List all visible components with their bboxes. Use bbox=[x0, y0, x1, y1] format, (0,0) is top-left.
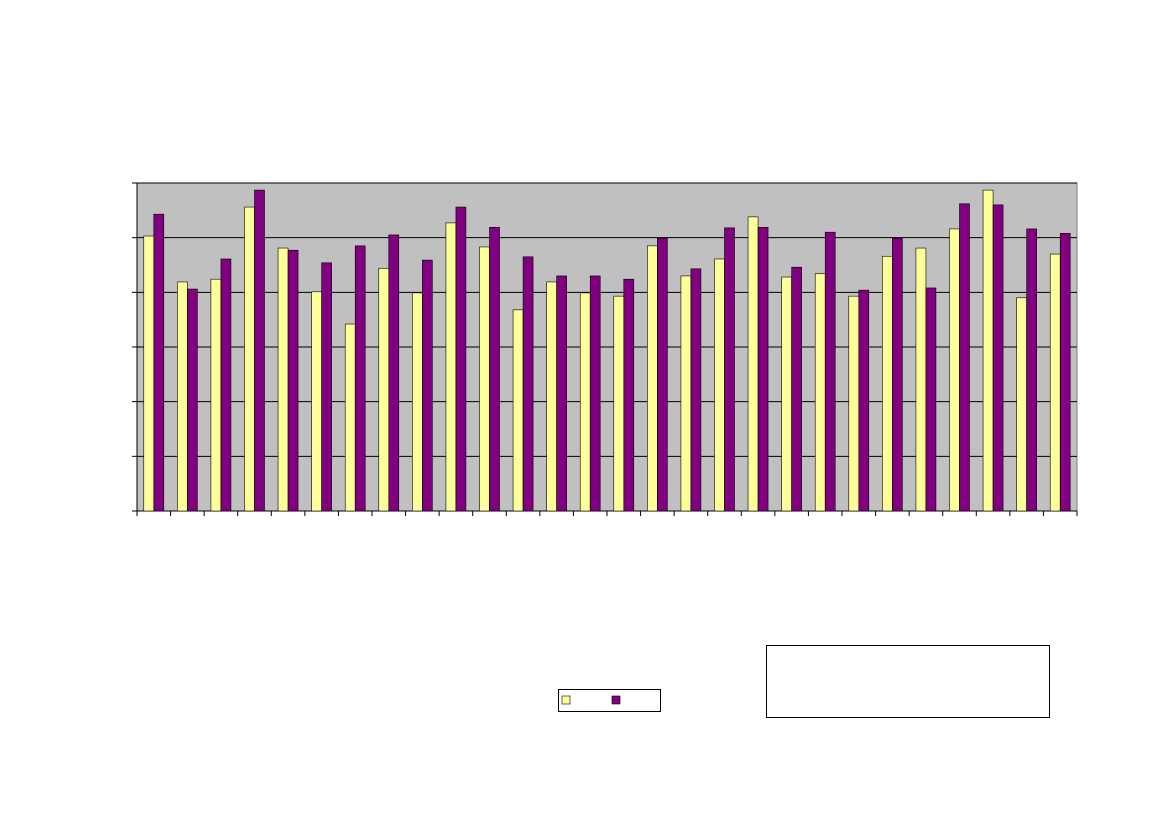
bar bbox=[287, 249, 299, 512]
bar bbox=[321, 262, 332, 512]
bar bbox=[657, 237, 668, 512]
bar bbox=[479, 246, 490, 512]
bar bbox=[445, 222, 457, 512]
bar bbox=[556, 275, 567, 512]
bar bbox=[277, 247, 289, 512]
bar bbox=[153, 213, 165, 512]
bar bbox=[187, 288, 198, 512]
bar bbox=[757, 226, 769, 512]
bar bbox=[915, 247, 927, 512]
bar bbox=[220, 258, 232, 512]
bar bbox=[1059, 232, 1071, 512]
bar bbox=[814, 273, 826, 512]
bar bbox=[378, 267, 390, 512]
bar bbox=[522, 256, 534, 512]
bar bbox=[579, 292, 591, 512]
bar bbox=[1026, 228, 1037, 512]
bar bbox=[177, 281, 188, 512]
bar bbox=[210, 278, 222, 512]
bar bbox=[925, 287, 937, 512]
bar bbox=[714, 258, 725, 512]
bar bbox=[647, 245, 658, 512]
legend-swatch bbox=[611, 695, 621, 705]
bar bbox=[824, 231, 836, 512]
bar bbox=[781, 276, 792, 512]
bar bbox=[254, 189, 265, 512]
bar bbox=[623, 278, 635, 512]
bar bbox=[455, 206, 467, 512]
bar bbox=[858, 289, 870, 512]
bar bbox=[589, 275, 601, 512]
text-box bbox=[766, 645, 1050, 718]
bar bbox=[422, 259, 433, 512]
bar bbox=[344, 323, 356, 512]
bar bbox=[388, 234, 400, 512]
bar bbox=[1049, 253, 1061, 512]
bar bbox=[724, 227, 735, 512]
bar bbox=[982, 189, 994, 512]
bar bbox=[143, 235, 155, 512]
bar bbox=[354, 245, 366, 512]
bar bbox=[489, 226, 500, 512]
bar bbox=[244, 206, 255, 512]
bar bbox=[992, 204, 1004, 512]
bar bbox=[882, 255, 893, 512]
bar bbox=[412, 292, 423, 512]
bar bbox=[680, 275, 692, 512]
bar bbox=[892, 237, 903, 512]
bar bbox=[949, 228, 960, 512]
bar bbox=[1016, 297, 1027, 512]
bar bbox=[311, 291, 322, 512]
bar bbox=[959, 203, 970, 512]
bar bbox=[512, 309, 524, 512]
bar bbox=[848, 295, 860, 512]
bar bbox=[791, 266, 802, 512]
bar bbox=[613, 295, 625, 512]
legend bbox=[558, 689, 661, 712]
bar bbox=[690, 268, 702, 512]
bar bbox=[546, 281, 557, 512]
bar bbox=[747, 216, 759, 512]
legend-swatch bbox=[561, 695, 571, 705]
